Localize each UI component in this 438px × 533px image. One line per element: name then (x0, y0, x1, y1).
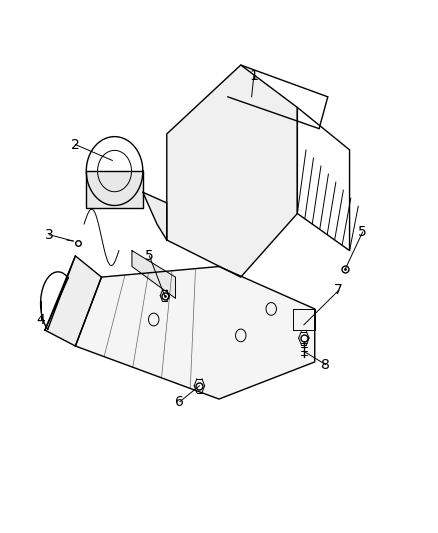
Text: 6: 6 (175, 395, 184, 409)
Text: 8: 8 (321, 358, 330, 372)
Text: 3: 3 (45, 228, 53, 241)
Polygon shape (143, 192, 167, 240)
Polygon shape (86, 171, 143, 208)
Text: 1: 1 (249, 69, 258, 83)
Polygon shape (167, 65, 297, 277)
Text: 5: 5 (358, 225, 367, 239)
Text: 7: 7 (334, 284, 343, 297)
Text: 5: 5 (145, 249, 154, 263)
Polygon shape (132, 251, 176, 298)
Polygon shape (45, 256, 102, 346)
Text: 4: 4 (36, 312, 45, 327)
Text: 2: 2 (71, 138, 80, 151)
Polygon shape (75, 266, 315, 399)
